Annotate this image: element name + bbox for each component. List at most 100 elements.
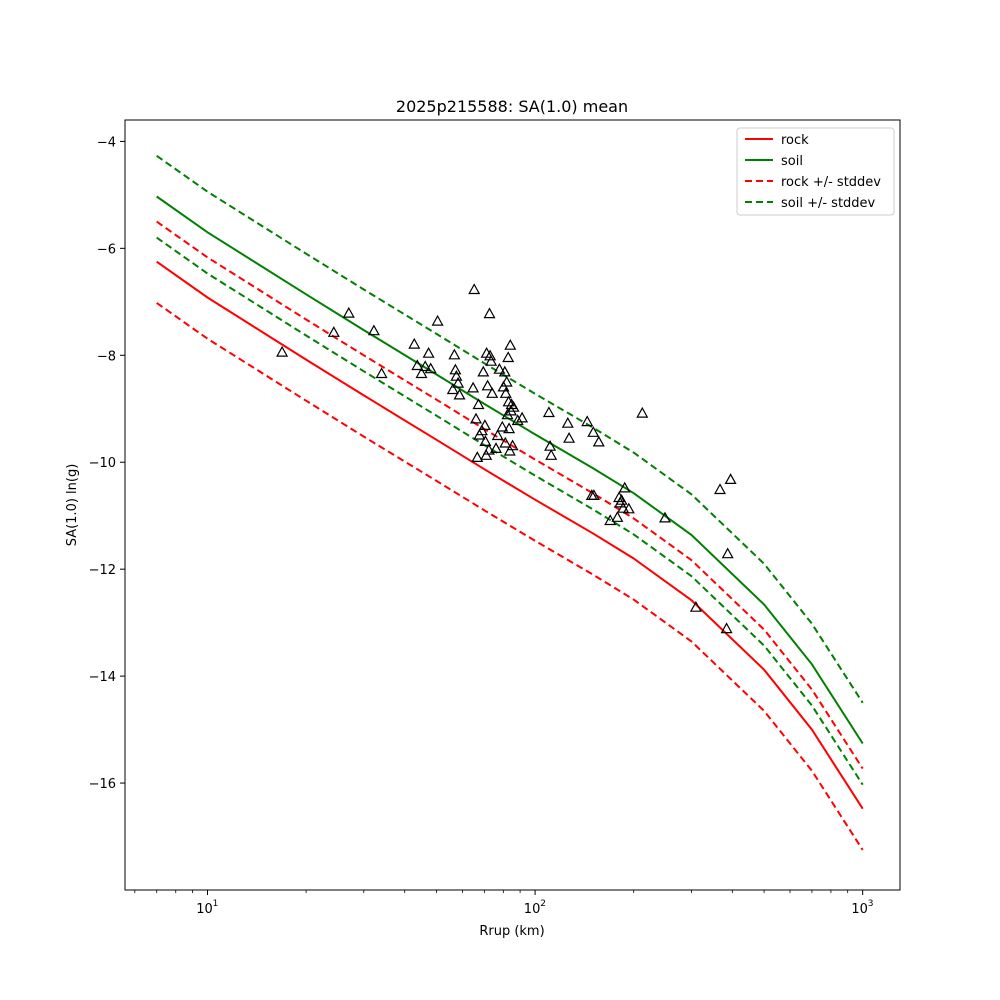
observation-point <box>516 411 529 423</box>
x-tick-label-exponent: 3 <box>868 899 874 909</box>
x-tick-label-exponent: 2 <box>540 899 546 909</box>
observation-point <box>587 426 600 437</box>
series-line-soil-minus <box>156 236 864 786</box>
x-axis-label: Rrup (km) <box>479 924 544 939</box>
observation-point <box>721 547 734 559</box>
observation-point <box>489 442 503 453</box>
observation-point <box>503 444 516 456</box>
observation-point <box>503 422 516 434</box>
observation-point <box>563 431 576 443</box>
observation-point <box>342 306 355 318</box>
observation-point <box>472 398 485 410</box>
observation-point <box>479 435 492 446</box>
observation-point <box>496 420 509 432</box>
observation-point <box>411 359 424 371</box>
y-tick-label: −16 <box>89 777 116 792</box>
observation-point <box>448 348 461 360</box>
observation-point <box>611 511 624 522</box>
observation-point <box>504 338 517 350</box>
observation-point <box>511 414 524 426</box>
observation-point <box>375 367 388 379</box>
observation-point <box>484 349 497 361</box>
series-line-soil <box>156 195 864 745</box>
observation-point <box>276 345 289 357</box>
observation-point <box>483 307 496 319</box>
y-tick-label: −4 <box>97 135 116 150</box>
y-tick-label: −12 <box>89 563 116 578</box>
y-tick-label: −6 <box>97 242 116 257</box>
observation-point <box>720 622 733 634</box>
observation-point <box>422 346 435 358</box>
observation-point <box>424 362 437 374</box>
x-tick-label: 10 <box>851 902 868 917</box>
series-line-rock-plus <box>156 220 864 770</box>
legend: rock soil rock +/- stddev soil +/- stddev <box>736 127 895 216</box>
observation-point <box>542 406 555 418</box>
observation-point <box>446 383 459 395</box>
y-tick-label: −8 <box>97 349 116 364</box>
observation-point <box>500 375 513 387</box>
legend-label: soil +/- stddev <box>781 196 876 211</box>
series-line-soil-plus <box>156 154 864 704</box>
observation-point <box>545 449 558 460</box>
y-tick-label: −14 <box>89 670 116 685</box>
observation-point <box>415 367 428 379</box>
observation-point <box>485 354 498 366</box>
observation-point <box>419 360 432 372</box>
observation-point <box>469 412 483 424</box>
observation-point <box>724 473 737 484</box>
observation-point <box>617 501 630 513</box>
observation-point <box>499 387 512 398</box>
observation-point <box>502 351 515 363</box>
observation-point <box>486 387 499 398</box>
observation-point <box>618 481 631 493</box>
y-tick-label: −10 <box>89 456 116 471</box>
legend-label: soil <box>781 154 803 169</box>
observation-point <box>480 449 493 460</box>
observation-point <box>467 381 480 393</box>
observation-point <box>491 429 504 441</box>
observation-point <box>498 365 511 377</box>
observation-point <box>468 283 481 295</box>
observation-point <box>367 324 380 336</box>
observation-point <box>581 415 594 427</box>
observation-point <box>592 435 605 447</box>
observation-point <box>453 388 466 400</box>
observation-point <box>499 436 512 448</box>
observation-point <box>481 379 494 391</box>
observation-point <box>478 419 491 430</box>
x-tick-label: 10 <box>196 902 213 917</box>
observation-point <box>475 424 488 436</box>
observation-point <box>327 326 340 337</box>
observation-point <box>613 491 626 503</box>
observation-point <box>587 489 600 500</box>
observation-point <box>689 600 702 612</box>
observation-point <box>471 451 484 462</box>
observation-point <box>713 483 727 495</box>
observation-point <box>501 408 514 420</box>
observation-point <box>482 443 495 455</box>
legend-label: rock <box>781 133 809 148</box>
series-line-rock <box>156 260 864 810</box>
series-line-rock-minus <box>156 302 864 851</box>
observation-point <box>506 439 519 451</box>
observation-point <box>408 337 421 349</box>
legend-box <box>736 127 895 216</box>
observation-point <box>561 416 574 428</box>
y-axis-label: SA(1.0) ln(g) <box>65 464 80 547</box>
observation-point <box>544 439 557 451</box>
axes-frame <box>124 119 901 891</box>
observation-point <box>636 406 649 418</box>
observation-point <box>622 502 635 514</box>
observation-point <box>431 314 444 326</box>
legend-label: rock +/- stddev <box>781 175 881 190</box>
observation-point <box>615 493 628 505</box>
observation-point <box>493 362 506 374</box>
x-tick-label: 10 <box>524 902 541 917</box>
observation-point <box>507 400 520 412</box>
observation-point <box>658 511 672 523</box>
chart-title: 2025p215588: SA(1.0) mean <box>396 97 628 116</box>
x-tick-label-exponent: 1 <box>213 899 219 909</box>
